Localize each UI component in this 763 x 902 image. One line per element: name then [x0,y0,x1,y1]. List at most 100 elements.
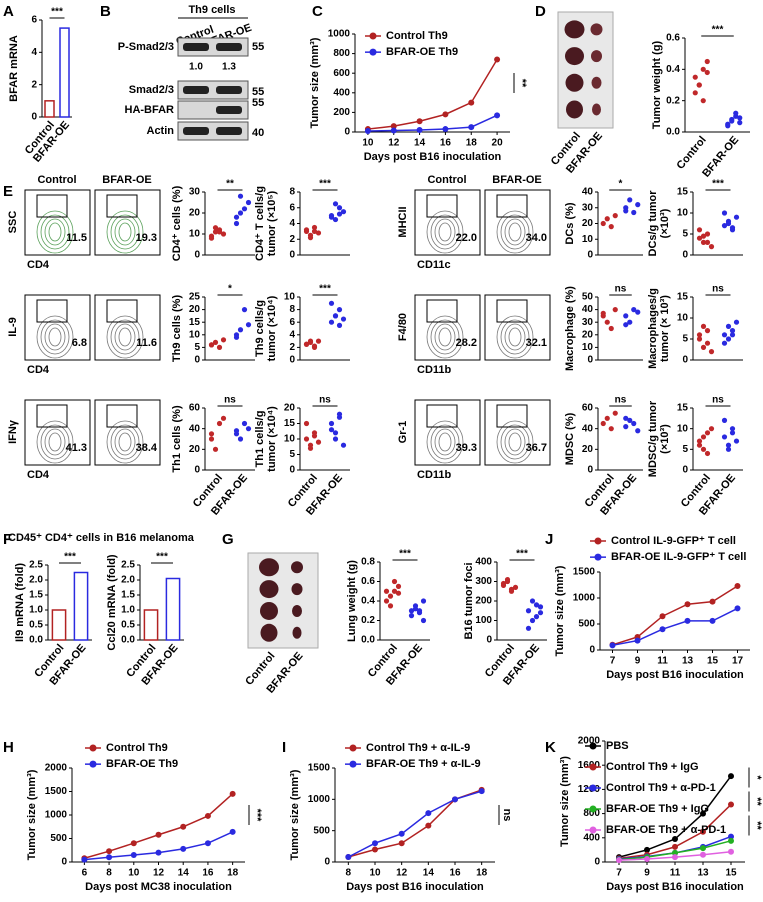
significance: ns [712,284,724,295]
tumor [291,583,303,596]
y-tick-label: 400 [583,832,600,843]
point [728,837,734,844]
flow-contour [44,323,66,351]
point [704,328,711,334]
flow-contour [106,420,144,464]
y-tick-label: 30 [189,187,201,198]
point [336,307,343,313]
flow-contour [508,327,522,347]
y-tick-label: 4 [31,47,37,58]
point [644,855,650,862]
y-axis-label: Il9 mRNA (fold) [14,563,26,642]
point [533,602,540,608]
y-tick-label: 1500 [45,786,68,797]
x-axis-label: Days post B16 inoculation [606,669,744,681]
point [512,584,519,590]
panel-label: K [545,739,556,756]
point [600,310,606,316]
blot-band [216,127,242,135]
point [106,854,113,861]
flow-plot [94,189,161,256]
x-tick-label: 17 [732,656,744,667]
panel-label: I [282,739,286,756]
flow-contour [106,315,144,359]
y-tick-label: 0.5 [29,620,43,631]
point [692,74,698,80]
flow-contour [434,428,456,456]
legend-label: Control Th9 [386,30,448,42]
significance: ns [224,395,236,406]
point [725,123,731,129]
point [216,420,223,427]
flow-value: 19.3 [136,232,157,244]
bar [51,609,67,641]
point [229,828,236,835]
point [709,598,716,605]
flow-contour [434,323,456,351]
point [504,576,511,583]
y-tick-label: 1200 [578,784,601,795]
flow-contour [44,428,66,456]
flow-contour [426,210,464,254]
point [412,606,419,612]
flow-contour [110,214,140,250]
point [700,233,707,239]
point [721,434,728,440]
point [307,235,314,241]
point [328,420,335,427]
y-axis-label: Th9 cells (%) [171,295,183,363]
blot-row-label: Smad2/3 [129,84,174,96]
series-line [367,114,498,132]
y-tick-label: 10 [582,342,594,353]
flow-contour [438,327,452,347]
y-tick-label: 25 [189,292,201,303]
flow-plot [24,189,91,256]
point [612,213,618,219]
point [478,788,485,795]
flow-value: 22.0 [456,232,477,244]
point [106,848,113,855]
y-tick-label: 5 [682,334,688,345]
point [395,583,402,589]
point [345,853,352,860]
x-tick-label: 10 [362,138,374,149]
x-tick-label: 11 [670,868,681,879]
legend-label: BFAR-OE Th9 [386,46,458,58]
flow-contour [48,222,62,242]
x-tick-label: 15 [725,868,737,879]
flow-contour [496,420,534,464]
significance: *** [399,549,411,560]
blot-row-label: P-Smad2/3 [118,41,174,53]
point [245,199,252,206]
point [245,322,252,328]
legend-marker [594,553,602,561]
significance: *** [712,179,724,190]
point [420,617,427,624]
y-tick-label: 0.0 [29,635,43,646]
x-tick-label: 16 [202,868,214,879]
point [659,613,666,620]
point [696,442,703,448]
panel-label: G [222,531,234,548]
flow-gate [106,404,138,428]
flow-contour [36,315,74,359]
tumor [564,20,585,39]
y-axis-label: Tumor weight (g) [651,40,663,129]
flow-contour [434,218,456,246]
point [408,608,415,614]
flow-contour [40,319,70,355]
flow-contour [48,432,62,452]
y-tick-label: 20 [189,444,201,455]
point [733,438,740,444]
y-tick-label: 800 [333,48,350,59]
y-axis-label: DCs/g tumor [647,190,659,257]
y-tick-label: 0 [61,857,67,868]
significance: * [228,284,232,295]
legend-label: BFAR-OE Th9 [106,758,178,770]
flow-contour [106,210,144,254]
point [704,239,711,245]
point [416,127,423,134]
point [180,823,187,830]
y-tick-label: 0 [587,465,593,476]
